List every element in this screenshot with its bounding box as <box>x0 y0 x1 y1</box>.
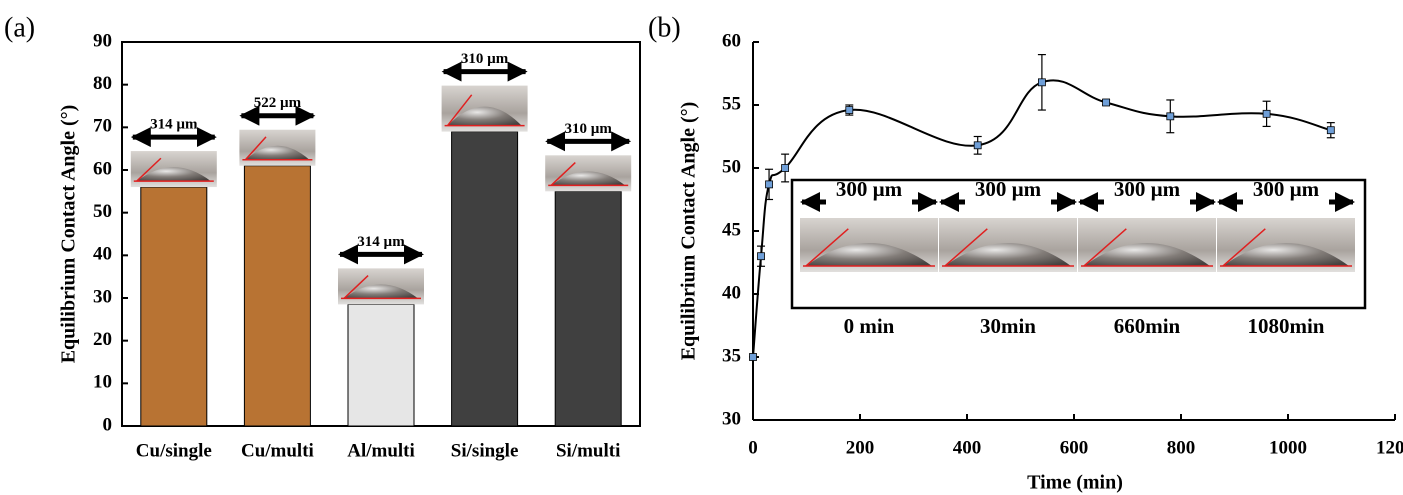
scale-label: 314 µm <box>150 117 198 133</box>
bar <box>347 303 415 427</box>
y-tick-label: 20 <box>93 329 112 350</box>
contact-angle <box>1083 228 1127 267</box>
contact-angle <box>1222 228 1266 267</box>
y-tick-label: 30 <box>722 408 741 429</box>
scale-label: 300 µm <box>836 177 903 201</box>
point <box>973 141 982 150</box>
scale-label-bg <box>826 190 912 214</box>
curve <box>752 79 1332 358</box>
x-tick-label: 800 <box>1167 437 1196 458</box>
scale-label: 310 µm <box>461 51 509 67</box>
point <box>757 252 765 261</box>
x-tick-label: 600 <box>1060 437 1089 458</box>
bar <box>243 165 311 427</box>
x-tick-label: 1000 <box>1269 437 1307 458</box>
y-tick-label: 70 <box>93 116 112 137</box>
x-tick-label: Si/single <box>451 440 519 461</box>
y-tick-label: 10 <box>93 372 112 393</box>
scale-label-bg <box>965 190 1051 214</box>
droplet <box>551 171 626 186</box>
x-tick-label: Cu/single <box>136 440 212 461</box>
y-tick-label: 40 <box>722 282 741 303</box>
point <box>1262 109 1271 118</box>
y-tick-label: 45 <box>722 219 741 240</box>
contact-angle <box>550 161 576 186</box>
scale-label: 314 µm <box>357 234 405 250</box>
contact-angle <box>944 228 988 267</box>
point <box>1102 98 1110 107</box>
droplet <box>1084 243 1210 266</box>
point <box>1038 78 1046 87</box>
inset-label: 30min <box>980 314 1036 338</box>
x-tick-label: Si/multi <box>556 440 620 461</box>
droplet <box>1223 243 1349 266</box>
scale-label-bg <box>1104 190 1190 214</box>
x-tick-label: 400 <box>953 437 982 458</box>
point <box>1326 126 1335 135</box>
inset-label: 0 min <box>844 314 895 338</box>
y-tick-label: 60 <box>93 158 112 179</box>
scale-label: 300 µm <box>975 177 1042 201</box>
scale-label: 300 µm <box>1253 177 1320 201</box>
contact-angle <box>805 228 849 267</box>
x-tick-label: 1200 <box>1376 437 1403 458</box>
y-tick-label: 90 <box>93 30 112 51</box>
bar <box>554 190 622 427</box>
scale-label-bg <box>1243 190 1329 214</box>
y-axis-label: Equilibrium Contact Angle (°) <box>58 105 80 364</box>
y-tick-label: 50 <box>722 156 741 177</box>
x-tick-label: 200 <box>846 437 875 458</box>
contact-angle <box>447 94 473 127</box>
scale-label: 310 µm <box>565 121 613 137</box>
droplet <box>945 243 1071 266</box>
droplet <box>806 243 932 266</box>
point <box>781 164 789 172</box>
x-tick-label: 0 <box>748 437 758 458</box>
droplet <box>136 167 211 182</box>
x-tick-label: Cu/multi <box>241 440 314 461</box>
x-axis-label: Time (min) <box>1027 472 1123 494</box>
y-axis-label: Equilibrium Contact Angle (°) <box>678 102 700 361</box>
point <box>765 180 773 189</box>
y-tick-label: 60 <box>722 30 741 51</box>
scale-label: 522 µm <box>254 95 302 111</box>
y-tick-label: 35 <box>722 345 741 366</box>
droplet <box>447 106 522 126</box>
scale-label: 300 µm <box>1114 177 1181 201</box>
droplet <box>344 284 418 299</box>
y-tick-label: 0 <box>103 414 113 435</box>
droplet <box>245 145 310 160</box>
panel-label: (b) <box>648 12 681 43</box>
point <box>845 106 854 114</box>
inset-label: 660min <box>1114 314 1181 338</box>
y-tick-label: 55 <box>722 93 741 114</box>
bar <box>140 186 208 427</box>
contact-angle <box>343 275 369 299</box>
y-tick-label: 50 <box>93 201 112 222</box>
point <box>749 353 757 361</box>
inset-label: 1080min <box>1247 314 1324 338</box>
y-tick-label: 80 <box>93 73 112 94</box>
contact-angle <box>244 136 267 161</box>
y-tick-label: 30 <box>93 286 112 307</box>
x-tick-label: Al/multi <box>347 440 415 461</box>
bar <box>451 131 519 427</box>
point <box>1166 112 1175 121</box>
y-tick-label: 40 <box>93 244 112 265</box>
contact-angle <box>136 157 162 182</box>
panel-label: (a) <box>4 12 35 43</box>
